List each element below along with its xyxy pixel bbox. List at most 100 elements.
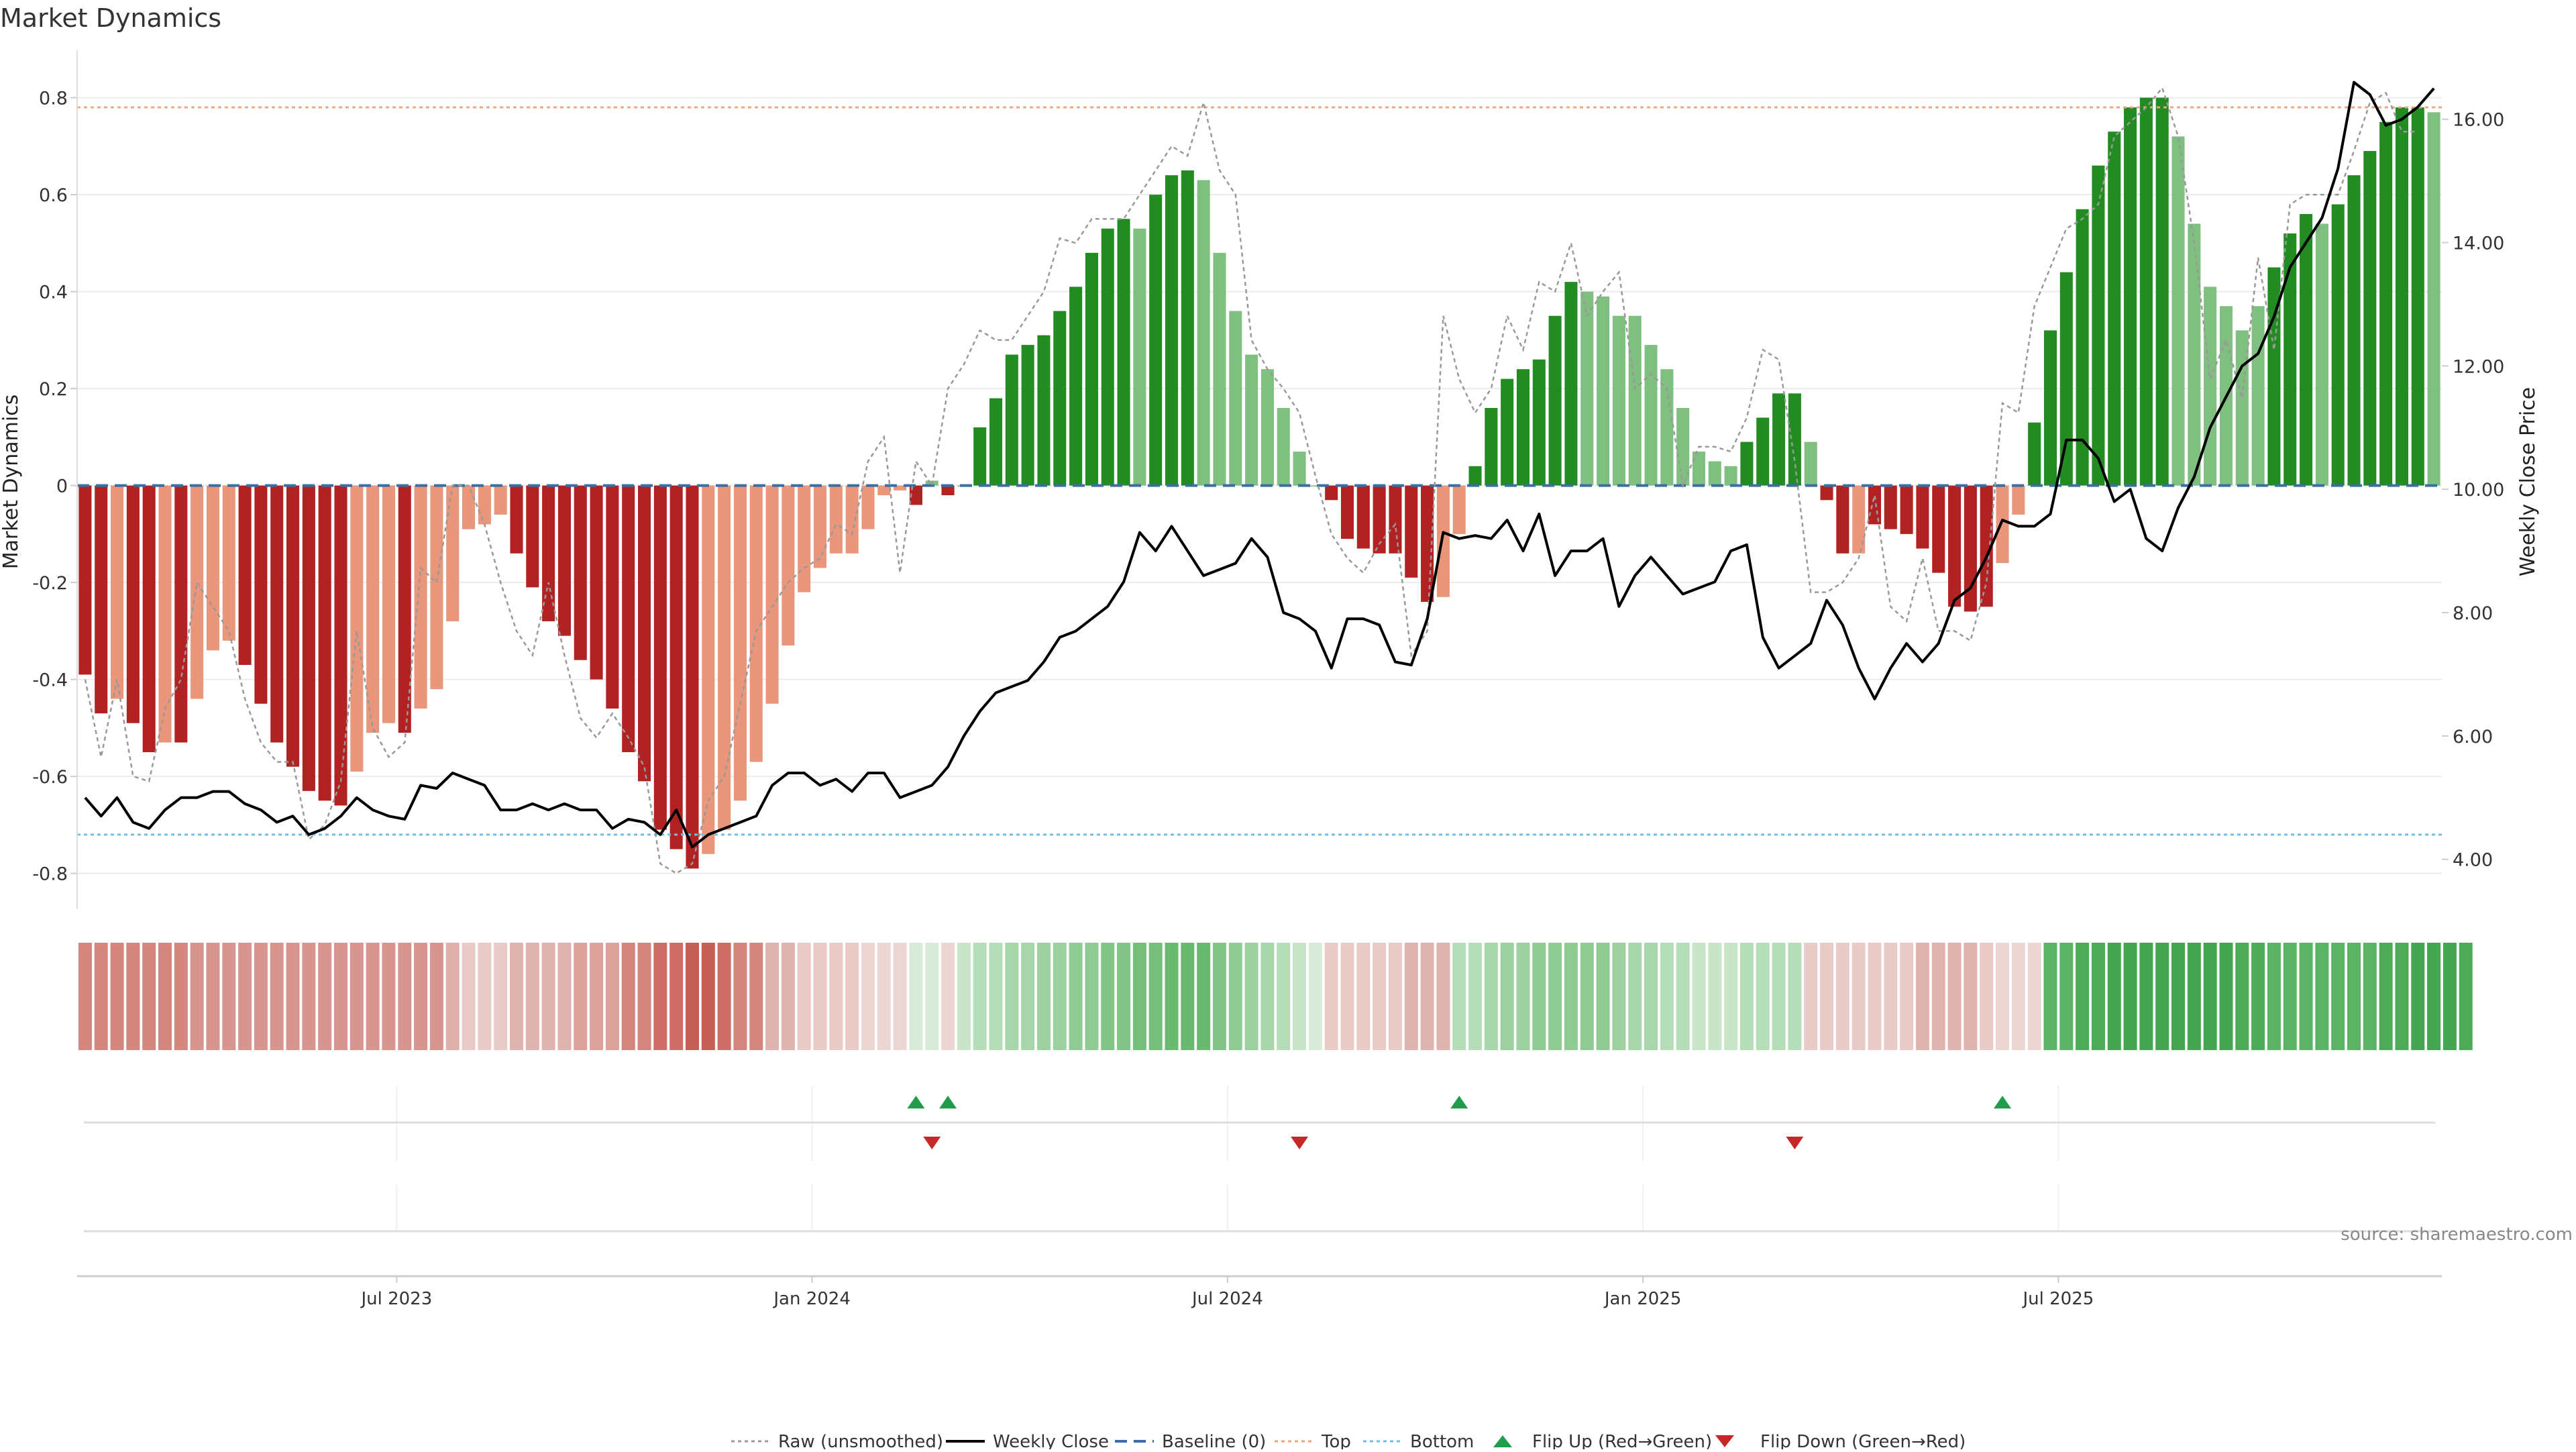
dynamics-bar-88 [1485,408,1498,486]
strip-cell-94 [1580,943,1594,1050]
dynamics-bar-114 [1900,485,1913,534]
strip-cell-35 [637,943,651,1050]
dynamics-bar-90 [1516,369,1530,486]
right-tick-label-4: 8.00 [2453,603,2493,624]
strip-cell-98 [1644,943,1658,1050]
strip-cell-10 [238,943,252,1050]
strip-cell-63 [1085,943,1099,1050]
dynamics-bar-135 [2235,330,2249,486]
source-label: source: sharemaestro.com [2341,1225,2573,1245]
strip-cell-100 [1676,943,1690,1050]
strip-cell-107 [1788,943,1802,1050]
dynamics-bar-30 [557,485,571,636]
dynamics-bar-83 [1405,485,1418,578]
strip-cell-147 [2427,943,2441,1050]
dynamics-bar-116 [1932,485,1945,573]
dynamics-bar-131 [2171,136,2185,486]
dynamics-bar-28 [526,485,539,588]
strip-cell-81 [1373,943,1387,1050]
left-tick-label-3: 0.2 [39,379,68,400]
dynamics-bar-22 [430,485,443,690]
x-tick-label-4: Jul 2025 [2021,1289,2094,1309]
strip-cell-93 [1564,943,1578,1050]
right-tick-label-5: 6.00 [2453,727,2493,747]
dynamics-bar-49 [861,485,875,529]
strip-cell-134 [2219,943,2233,1050]
right-tick-label-0: 16.00 [2453,110,2504,131]
strip-cell-30 [557,943,572,1050]
dynamics-bar-120 [1996,485,2009,564]
dynamics-bar-104 [1740,442,1754,486]
strip-cell-136 [2251,943,2265,1050]
strip-cell-127 [2107,943,2121,1050]
strip-cell-120 [1996,943,2010,1050]
dynamics-bar-46 [813,485,827,568]
dynamics-bar-143 [2363,151,2377,486]
strip-cell-12 [270,943,284,1050]
dynamics-bar-26 [494,485,507,515]
dynamics-bar-112 [1868,485,1882,525]
strip-cell-53 [925,943,939,1050]
dynamics-bar-69 [1181,170,1194,486]
legend-flip-down-label: Flip Down (Green→Red) [1760,1432,1966,1449]
dynamics-bar-0 [78,485,92,675]
strip-cell-146 [2411,943,2425,1050]
dynamics-bar-85 [1436,485,1450,597]
strip-cell-125 [2076,943,2090,1050]
strip-cell-131 [2171,943,2186,1050]
strip-cell-58 [1005,943,1019,1050]
strip-cell-66 [1132,943,1146,1050]
strip-cell-31 [574,943,588,1050]
strip-cell-102 [1708,943,1722,1050]
dynamics-bar-27 [510,485,523,554]
strip-cell-116 [1931,943,1945,1050]
dynamics-bar-136 [2251,306,2265,486]
strip-cell-122 [2027,943,2041,1050]
series-lines [77,81,2442,875]
strip-cell-11 [254,943,268,1050]
flip-up-marker-2 [1450,1096,1468,1108]
flip-up-marker-0 [907,1096,925,1108]
x-tick-label-1: Jan 2024 [772,1289,851,1309]
dynamics-bar-62 [1069,287,1083,486]
legend-flip-down-icon [1715,1435,1734,1447]
left-tick-label-0: 0.8 [39,89,68,109]
dynamics-bar-102 [1708,461,1721,486]
strip-cell-83 [1404,943,1418,1050]
dynamics-bar-108 [1804,442,1817,486]
strip-cell-50 [877,943,891,1050]
strip-cell-56 [973,943,987,1050]
dynamics-bar-86 [1452,485,1466,534]
strip-cell-32 [590,943,604,1050]
weekly-close-line [84,81,2435,849]
strip-cell-24 [462,943,476,1050]
strip-cell-128 [2123,943,2137,1050]
dynamics-bar-21 [414,485,427,709]
strip-cell-114 [1900,943,1914,1050]
dynamics-bar-147 [2427,112,2440,486]
strip-cell-60 [1036,943,1051,1050]
dynamics-bar-132 [2188,223,2201,486]
dynamics-bar-144 [2379,121,2393,486]
dynamics-bar-48 [845,485,859,554]
strip-cell-18 [366,943,380,1050]
dynamics-bar-12 [270,485,284,743]
dynamics-bar-52 [909,485,922,505]
strip-cell-45 [797,943,811,1050]
dynamics-bar-82 [1389,485,1402,554]
dynamics-bar-78 [1325,485,1338,501]
strip-cell-149 [2459,943,2473,1050]
dynamics-bar-15 [318,485,331,801]
strip-cell-99 [1660,943,1674,1050]
strip-cell-137 [2267,943,2281,1050]
dynamics-bar-122 [2028,422,2041,486]
strip-cell-2 [110,943,124,1050]
dynamics-bar-133 [2204,287,2217,486]
strip-cell-139 [2299,943,2313,1050]
strip-cell-39 [701,943,715,1050]
strip-cell-129 [2139,943,2153,1050]
legend-top-label: Top [1321,1432,1351,1449]
strip-cell-96 [1612,943,1626,1050]
dynamics-bar-126 [2092,165,2105,486]
legend-bottom-label: Bottom [1410,1432,1474,1449]
